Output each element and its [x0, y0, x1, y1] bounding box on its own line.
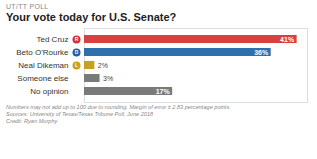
svg-text:Ted Cruz: Ted Cruz [36, 35, 68, 44]
html-text:Credit: Ryan Murphy: Credit: Ryan Murphy [6, 118, 58, 124]
svg-text:D: D [75, 49, 79, 55]
svg-text:2%: 2% [98, 62, 108, 69]
html-text:Numbers may not add up to 100: Numbers may not add up to 100 due to rou… [6, 104, 231, 110]
svg-text:L: L [75, 62, 78, 68]
svg-text:R: R [75, 36, 79, 42]
svg-text:Beto O'Rourke: Beto O'Rourke [16, 48, 69, 57]
svg-text:36%: 36% [254, 49, 269, 56]
svg-text:Someone else: Someone else [17, 74, 69, 83]
svg-text:Neal Dikeman: Neal Dikeman [18, 61, 68, 70]
svg-text:No opinion: No opinion [30, 87, 68, 96]
html-text:UT/TT POLL: UT/TT POLL [6, 3, 49, 10]
html-text:Sources: University of Texas/T: Sources: University of Texas/Texas Tribu… [6, 111, 154, 117]
svg-text:17%: 17% [156, 88, 171, 95]
html-text:Your vote today for U.S. Senat: Your vote today for U.S. Senate? [6, 11, 177, 23]
svg-text:3%: 3% [103, 75, 113, 82]
svg-text:41%: 41% [280, 36, 295, 43]
